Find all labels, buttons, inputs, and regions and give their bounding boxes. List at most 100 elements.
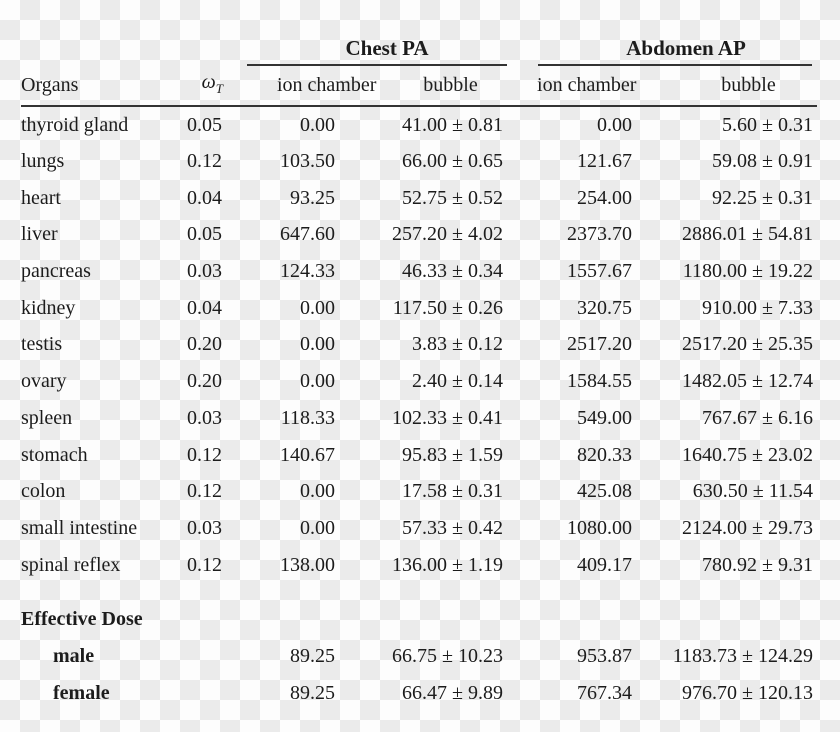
chest-bubble-cell: 17.58 ± 0.31 [402,480,504,503]
chest-bubble-cell: 2.40 ± 0.14 [412,370,504,393]
abdomen-ap-label: Abdomen AP [626,35,746,60]
abdomen-bubble-cell: 910.00 ± 7.33 [702,296,814,319]
abdomen-bubble-cell: 1183.73 ± 124.29 [672,644,814,667]
abdomen-bubble-cell: 59.08 ± 0.91 [712,150,814,173]
chest-bubble-cell: 46.33 ± 0.34 [402,260,504,283]
chest-bubble-cell: 102.33 ± 0.41 [392,406,504,429]
effective-dose-rows: male 89.25 66.75 ± 10.23 953.87 1183.73 ± 12… [21,638,817,711]
abdomen-ion-chamber-cell: 425.08 [577,480,633,503]
tissue-weighting-cell: 0.20 [187,370,222,393]
abdomen-bubble-cell: 2886.01 ± 54.81 [682,223,814,246]
organ-row: lungs 0.12 103.50 66.00 ± 0.65 121.67 59.08 ±… [21,143,817,180]
abdomen-ion-chamber-cell: 1080.00 [567,516,633,539]
tissue-weighting-cell: 0.03 [187,406,222,429]
chest-bubble-header: bubble [339,66,508,107]
effective-dose-label-cell: male [53,644,95,667]
group-header-spacer [21,28,227,66]
abdomen-ion-chamber-cell: 549.00 [577,406,633,429]
abdomen-ion-chamber-cell: 254.00 [577,186,633,209]
tissue-weighting-cell: 0.04 [187,296,222,319]
organ-name-cell: ovary [21,370,67,393]
abdomen-bubble-cell: 630.50 ± 11.54 [692,480,814,503]
abdomen-ion-chamber-cell: 2373.70 [567,223,633,246]
organ-row: stomach 0.12 140.67 95.83 ± 1.59 820.33 1640.… [21,436,817,473]
chest-ion-chamber-cell: 124.33 [280,260,335,283]
chest-bubble-cell: 95.83 ± 1.59 [402,443,504,466]
organ-name-cell: kidney [21,296,76,319]
tissue-weighting-cell: 0.04 [187,186,222,209]
chest-ion-chamber-cell: 93.25 [290,186,335,209]
tissue-weighting-factor-header: ωT [187,66,227,107]
abdomen-bubble-header: bubble [635,66,818,107]
organ-name-cell: liver [21,223,58,246]
abdomen-ion-chamber-cell: 320.75 [577,296,633,319]
abdomen-ion-chamber-cell: 409.17 [577,553,633,576]
tissue-weighting-cell: 0.05 [187,113,222,136]
organ-row: testis 0.20 0.00 3.83 ± 0.12 2517.20 2517.20 … [21,326,817,363]
abdomen-bubble-cell: 976.70 ± 120.13 [682,681,814,704]
organ-row: kidney 0.04 0.00 117.50 ± 0.26 320.75 910.00 … [21,289,817,326]
organ-dose-table: Chest PA Abdomen AP Organs ωT ion chambe… [21,28,818,711]
organ-row: small intestine 0.03 0.00 57.33 ± 0.42 1080.… [21,510,817,547]
abdomen-bubble-cell: 92.25 ± 0.31 [712,186,814,209]
effective-dose-row: male 89.25 66.75 ± 10.23 953.87 1183.73 ± 12… [21,638,817,675]
tissue-weighting-cell: 0.03 [187,260,222,283]
organ-row: heart 0.04 93.25 52.75 ± 0.52 254.00 92.25 ± … [21,179,817,216]
chest-ion-chamber-cell: 89.25 [290,644,335,667]
chest-pa-underline [247,64,508,66]
organ-rows: thyroid gland 0.05 0.00 41.00 ± 0.81 0.00 5.6… [21,106,817,583]
abdomen-ap-group-header: Abdomen AP [507,28,817,66]
omega-subscript: T [215,80,223,96]
effective-dose-label-cell: female [53,681,110,704]
omega-symbol: ω [201,70,216,93]
chest-ion-chamber-cell: 0.00 [300,113,335,136]
chest-ion-chamber-cell: 0.00 [300,516,335,539]
chest-bubble-cell: 117.50 ± 0.26 [392,296,504,319]
chest-ion-chamber-cell: 0.00 [300,480,335,503]
chest-bubble-cell: 66.00 ± 0.65 [402,150,504,173]
abdomen-ion-chamber-cell: 953.87 [577,644,633,667]
tissue-weighting-cell: 0.12 [187,443,222,466]
chest-ion-chamber-cell: 89.25 [290,681,335,704]
chest-ion-chamber-cell: 118.33 [280,406,335,429]
organ-name-cell: small intestine [21,516,138,539]
chest-ion-chamber-cell: 140.67 [280,443,335,466]
chest-bubble-cell: 66.47 ± 9.89 [402,681,504,704]
organ-name-cell: colon [21,480,66,503]
abdomen-bubble-cell: 1180.00 ± 19.22 [682,260,814,283]
abdomen-bubble-cell: 5.60 ± 0.31 [722,113,814,136]
abdomen-ion-chamber-cell: 1557.67 [567,260,633,283]
chest-bubble-cell: 136.00 ± 1.19 [392,553,504,576]
abdomen-ion-chamber-cell: 0.00 [597,113,633,136]
column-header-row: Organs ωT ion chamber bubble ion chamber… [21,66,818,107]
section-spacer [21,583,817,601]
group-header-row: Chest PA Abdomen AP [21,28,817,66]
tissue-weighting-cell: 0.03 [187,516,222,539]
chest-ion-chamber-cell: 0.00 [300,333,335,356]
organ-row: pancreas 0.03 124.33 46.33 ± 0.34 1557.67 118… [21,253,817,290]
organ-name-cell: stomach [21,443,88,466]
organ-row: spinal reflex 0.12 138.00 136.00 ± 1.19 409.… [21,546,817,583]
empty-cell [187,638,227,675]
abdomen-ion-chamber-cell: 1584.55 [567,370,633,393]
organ-row: ovary 0.20 0.00 2.40 ± 0.14 1584.55 1482.05 ±… [21,363,817,400]
tissue-weighting-cell: 0.20 [187,333,222,356]
abdomen-bubble-cell: 1482.05 ± 12.74 [682,370,814,393]
abdomen-ion-chamber-header: ion chamber [507,66,636,107]
abdomen-bubble-cell: 1640.75 ± 23.02 [682,443,814,466]
abdomen-bubble-cell: 780.92 ± 9.31 [702,553,814,576]
chest-ion-chamber-header: ion chamber [227,66,376,107]
organ-name-cell: spleen [21,406,73,429]
abdomen-bubble-cell: 2124.00 ± 29.73 [682,516,814,539]
abdomen-bubble-cell: 767.67 ± 6.16 [702,406,814,429]
chest-bubble-cell: 66.75 ± 10.23 [392,644,504,667]
chest-bubble-cell: 57.33 ± 0.42 [402,516,504,539]
chest-bubble-cell: 52.75 ± 0.52 [402,186,504,209]
chest-pa-label: Chest PA [345,35,429,60]
effective-dose-section: Effective Dose [21,583,817,638]
abdomen-ap-underline [538,64,813,66]
organ-name-cell: spinal reflex [21,553,121,576]
abdomen-ion-chamber-cell: 121.67 [577,150,633,173]
tissue-weighting-cell: 0.12 [187,150,222,173]
